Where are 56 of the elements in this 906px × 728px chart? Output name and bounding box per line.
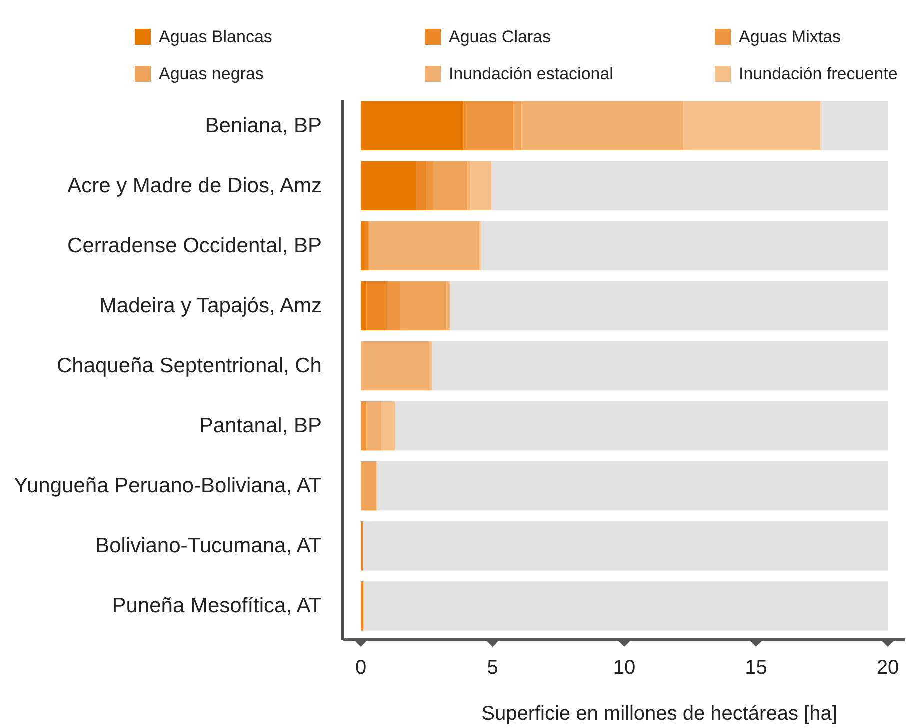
x-axis-title: Superficie en millones de hectáreas [ha]	[482, 703, 838, 725]
bar	[368, 221, 480, 271]
legend-label: Aguas Claras	[449, 28, 552, 46]
legend-label: Inundación frecuente	[739, 64, 898, 84]
x-tick-label: 5	[487, 657, 498, 679]
bar	[514, 101, 522, 150]
bar	[416, 161, 427, 210]
bar	[432, 341, 888, 391]
bar	[361, 461, 377, 511]
legend-label: Aguas Blancas	[159, 28, 272, 46]
y-tick-label: Boliviano-Tucumana, AT	[96, 534, 322, 558]
bar	[820, 101, 888, 150]
bar	[395, 401, 888, 451]
bar	[364, 221, 369, 271]
bar	[426, 161, 434, 210]
bar	[450, 281, 888, 331]
bar	[376, 461, 888, 511]
bar	[361, 401, 367, 451]
y-tick-label: Puneña Mesofítica, AT	[112, 594, 322, 618]
bar	[361, 281, 367, 331]
bar	[465, 101, 514, 150]
bar	[491, 161, 888, 210]
x-tick-label: 15	[745, 657, 768, 679]
bar	[522, 101, 684, 150]
bar	[387, 281, 400, 331]
bar	[363, 522, 888, 571]
y-tick-label: Pantanal, BP	[199, 414, 322, 438]
legend-label: Aguas negras	[159, 64, 264, 84]
bar	[361, 161, 416, 210]
legend-label: Inundación estacional	[449, 64, 614, 84]
bar	[430, 341, 432, 391]
bar	[366, 401, 382, 451]
bar	[364, 582, 888, 631]
y-tick-label: Madeira y Tapajós, Amz	[99, 294, 322, 318]
bar	[400, 281, 447, 331]
bar	[684, 101, 821, 150]
y-tick-label: Beniana, BP	[205, 114, 322, 138]
bar	[361, 101, 464, 150]
bar	[361, 582, 364, 631]
y-tick-label: Acre y Madre de Dios, Amz	[68, 174, 322, 198]
bar	[361, 341, 430, 391]
y-tick-label: Yungueña Peruano-Boliviana, AT	[14, 474, 322, 498]
legend-label: Aguas Mixtas	[739, 28, 842, 46]
y-tick-label: Chaqueña Septentrional, Ch	[56, 354, 322, 378]
x-tick-label: 0	[355, 657, 367, 679]
bar	[446, 281, 450, 331]
bar	[468, 161, 470, 210]
y-tick-label: Cerradense Occidental, BP	[68, 234, 322, 258]
x-tick-label: 20	[876, 657, 900, 679]
bar	[433, 161, 468, 210]
bar	[366, 281, 388, 331]
x-tick-label: 10	[613, 657, 636, 679]
bar	[470, 161, 492, 210]
bar	[382, 401, 396, 451]
bar	[361, 221, 365, 271]
bar	[480, 221, 888, 271]
